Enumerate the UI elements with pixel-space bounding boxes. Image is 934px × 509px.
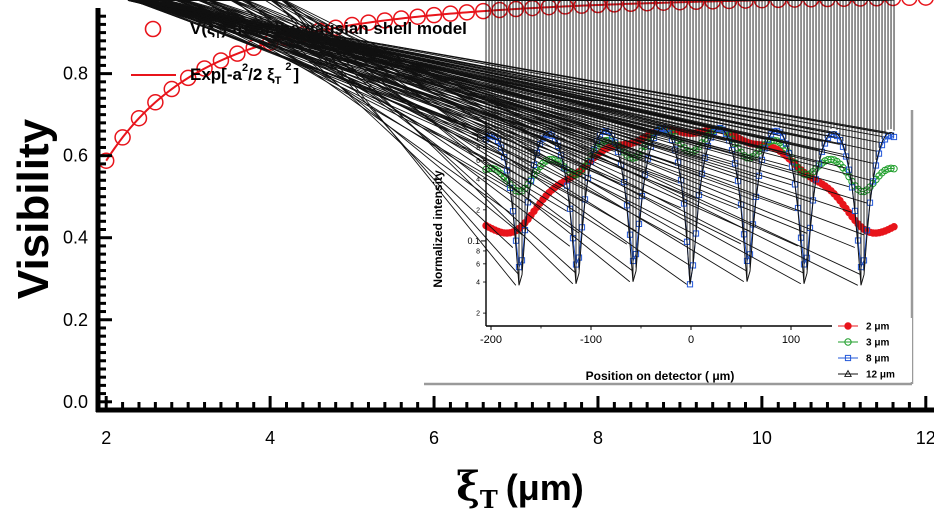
inset-point-1-135 bbox=[887, 164, 895, 173]
inset-chart: -200 -100 0 100 1 0.1 8 6 4 2 8 6 4 2 Normalized inte… bbox=[127, 0, 918, 388]
main-x-tick-label: 2 bbox=[101, 428, 111, 448]
inset-y-major-tick-label: 0.1 bbox=[467, 236, 480, 246]
inset-point-1-136 bbox=[890, 165, 898, 173]
inset-legend-marker-3 bbox=[844, 369, 852, 377]
data-point-gaussian-48 bbox=[885, 0, 902, 7]
inset-point-2-136 bbox=[890, 133, 898, 141]
data-point-gaussian-49 bbox=[901, 0, 918, 7]
data-point-gaussian-45 bbox=[835, 0, 852, 7]
data-point-gaussian-14 bbox=[327, 19, 344, 36]
inset-y-major-tick-label: 1 bbox=[475, 133, 480, 143]
data-point-gaussian-1 bbox=[114, 129, 131, 146]
inset-y-minor-tick-label: 2 bbox=[476, 207, 480, 214]
inset-legend-background bbox=[832, 318, 912, 382]
main-y-tick-label: 0.6 bbox=[63, 146, 88, 166]
data-point-gaussian-4 bbox=[163, 80, 181, 98]
data-point-gaussian-18 bbox=[393, 10, 410, 27]
main-x-tick-label: 8 bbox=[593, 428, 603, 448]
main-x-axis-label-symbol: ξ bbox=[456, 463, 480, 509]
data-point-gaussian-47 bbox=[868, 0, 885, 7]
main-y-tick-label: 0.4 bbox=[63, 228, 88, 248]
inset-y-minor-tick-label: 8 bbox=[476, 145, 480, 152]
legend-label-exp-sub: T bbox=[275, 75, 282, 87]
data-point-gaussian-8 bbox=[229, 45, 246, 62]
inset-series-3 bbox=[127, 0, 895, 286]
main-x-axis-label: ξT (μm) bbox=[456, 463, 584, 509]
inset-legend-label-1: 3 μm bbox=[866, 338, 889, 349]
data-point-gaussian-30 bbox=[589, 0, 607, 14]
data-point-gaussian-23 bbox=[474, 2, 492, 20]
data-point-gaussian-20 bbox=[425, 6, 443, 24]
inset-series-group bbox=[127, 0, 898, 288]
data-point-gaussian-5 bbox=[179, 69, 197, 87]
legend-label-exp-sup2: 2 bbox=[285, 61, 291, 73]
legend-label-exp-mid: /2 ξ bbox=[248, 65, 275, 84]
data-point-gaussian-15 bbox=[343, 16, 361, 34]
main-y-axis-label: Visibility bbox=[9, 118, 58, 299]
inset-y-minor-tick-label: 8 bbox=[476, 248, 480, 255]
data-point-gaussian-16 bbox=[360, 14, 377, 31]
data-point-gaussian-29 bbox=[573, 0, 590, 14]
data-point-gaussian-32 bbox=[622, 0, 639, 13]
inset-y-minor-tick-label: 2 bbox=[476, 311, 480, 318]
main-axes-group: 0.00.20.40.60.82 4 6 8 10 12 bbox=[63, 8, 934, 448]
data-point-gaussian-6 bbox=[196, 60, 213, 77]
data-point-gaussian-33 bbox=[638, 0, 656, 12]
data-point-gaussian-3 bbox=[147, 94, 164, 111]
main-x-axis-label-unit: (μm) bbox=[506, 467, 584, 508]
inset-y-minor-tick-label: 4 bbox=[476, 176, 480, 183]
data-point-gaussian-31 bbox=[606, 0, 623, 13]
data-point-gaussian-21 bbox=[442, 5, 459, 22]
legend-label-exp-suffix: ] bbox=[293, 65, 299, 84]
inset-y-minor-tick-label: 4 bbox=[476, 280, 480, 287]
data-point-gaussian-46 bbox=[852, 0, 869, 7]
legend-label-exp-prefix: Exp[-a bbox=[190, 65, 243, 84]
data-point-gaussian-22 bbox=[458, 4, 476, 21]
main-x-tick-label: 12 bbox=[916, 428, 934, 448]
inset-point-3-136 bbox=[133, 0, 895, 135]
legend-label-gaussian-sub: T bbox=[215, 29, 222, 41]
data-point-gaussian-19 bbox=[409, 8, 426, 25]
data-point-gaussian-34 bbox=[655, 0, 672, 11]
main-x-tick-label: 6 bbox=[429, 428, 439, 448]
inset-y-minor-tick-label: 6 bbox=[476, 261, 480, 268]
main-y-tick-label: 0.2 bbox=[63, 310, 88, 330]
inset-x-tick-label: -100 bbox=[580, 334, 602, 346]
data-point-gaussian-2 bbox=[130, 109, 148, 127]
inset-legend-label-0: 2 μm bbox=[866, 322, 889, 333]
main-x-axis-label-sub: T bbox=[480, 485, 498, 509]
main-x-tick-label: 4 bbox=[265, 428, 275, 448]
inset-legend-marker-0 bbox=[844, 322, 852, 330]
data-point-gaussian-41 bbox=[770, 0, 787, 9]
data-point-gaussian-43 bbox=[802, 0, 820, 8]
inset-x-tick-label: 100 bbox=[782, 334, 800, 346]
data-point-gaussian-7 bbox=[212, 52, 230, 69]
inset-y-axis-label: Normalized intensity bbox=[431, 170, 445, 288]
inset-legend-label-2: 8 μm bbox=[866, 354, 889, 365]
inset-x-tick-label: 0 bbox=[688, 334, 694, 346]
data-point-gaussian-17 bbox=[376, 12, 394, 29]
data-point-gaussian-44 bbox=[819, 0, 836, 8]
data-point-gaussian-50 bbox=[917, 0, 934, 6]
inset-legend-label-3: 12 μm bbox=[866, 370, 895, 381]
inset-y-minor-tick-label: 6 bbox=[476, 158, 480, 165]
inset-x-tick-label: -200 bbox=[480, 334, 502, 346]
main-y-tick-label: 0.0 bbox=[63, 392, 88, 412]
legend-label-exp-sup1: 2 bbox=[242, 62, 248, 74]
inset-legend: 2 μm 3 μm 8 μm 12 μm bbox=[832, 318, 912, 382]
inset-point-0-136 bbox=[890, 223, 898, 231]
inset-legend-marker-2 bbox=[844, 354, 852, 362]
main-y-tick-label: 0.8 bbox=[63, 64, 88, 84]
main-x-tick-label: 10 bbox=[752, 428, 772, 448]
legend-marker-gaussian-model bbox=[144, 20, 162, 38]
inset-legend-marker-1 bbox=[844, 338, 852, 346]
legend-label-exp-fit: Exp[-a2/2 ξT2] bbox=[190, 61, 299, 87]
inset-x-axis-label: Position on detector ( μm) bbox=[586, 369, 735, 383]
